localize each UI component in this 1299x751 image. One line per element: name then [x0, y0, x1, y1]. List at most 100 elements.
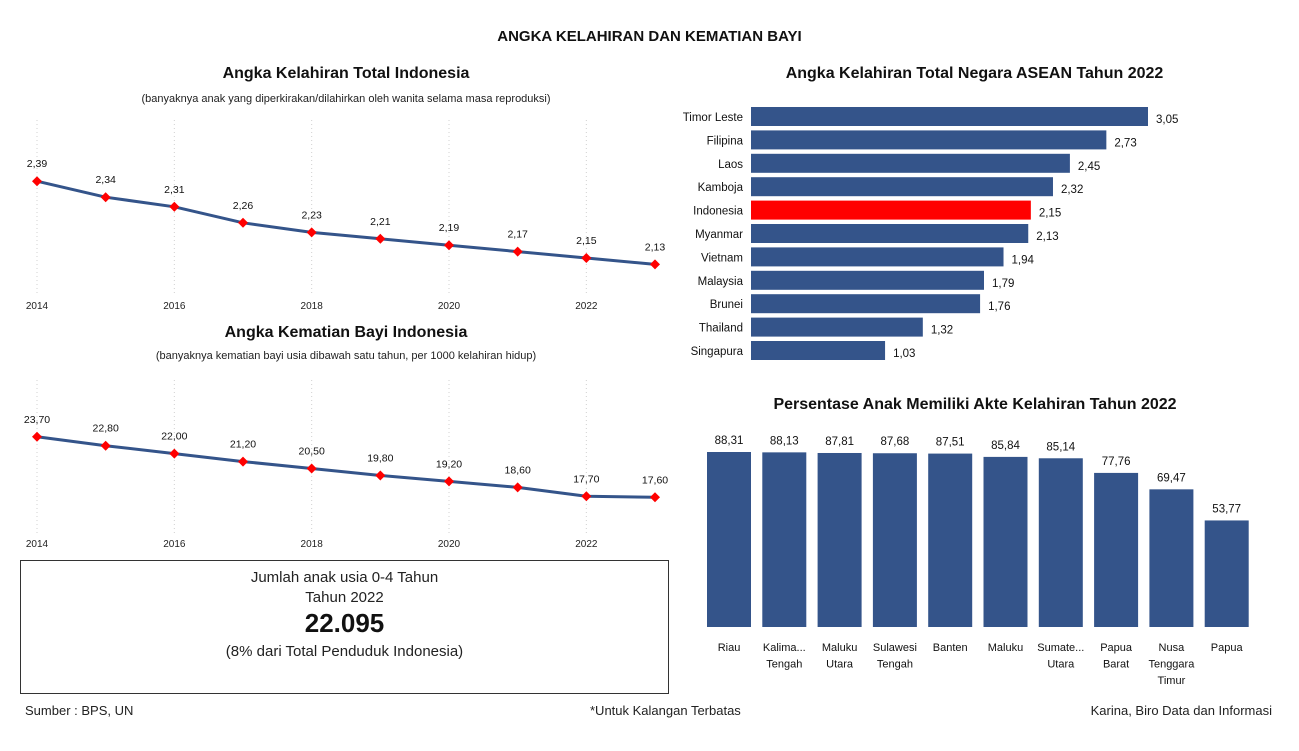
category-label: Vietnam	[701, 252, 743, 264]
bar	[751, 130, 1107, 150]
data-label: 85,14	[1046, 441, 1075, 453]
category-label: Banten	[933, 642, 968, 654]
data-label: 88,31	[715, 435, 744, 447]
data-point-marker	[375, 233, 386, 244]
footer-source: Sumber : BPS, UN	[25, 703, 134, 718]
x-tick-label: 2018	[301, 301, 324, 312]
data-point-marker	[32, 431, 42, 442]
data-point-marker	[100, 440, 111, 451]
bar	[751, 107, 1148, 126]
category-label: Tengah	[766, 659, 802, 671]
category-label: Timur	[1158, 675, 1186, 687]
data-label: 53,77	[1212, 503, 1241, 515]
category-label: Indonesia	[693, 206, 743, 218]
x-tick-label: 2020	[438, 301, 461, 312]
bar	[751, 224, 1029, 243]
category-label: Maluku	[988, 642, 1023, 654]
data-label: 1,03	[893, 348, 915, 360]
summary-box: Jumlah anak usia 0-4 Tahun Tahun 2022 22…	[20, 560, 669, 694]
bar	[751, 341, 886, 360]
data-label: 17,70	[573, 473, 599, 485]
x-tick-label: 2016	[163, 301, 186, 312]
category-label: Barat	[1103, 659, 1129, 671]
data-label: 2,15	[1039, 208, 1061, 220]
data-label: 2,26	[233, 200, 254, 212]
data-label: 2,21	[370, 216, 391, 228]
x-tick-label: 2016	[163, 539, 186, 550]
data-label: 21,20	[230, 439, 256, 451]
data-label: 22,00	[161, 431, 187, 443]
data-label: 2,23	[301, 209, 322, 221]
bar	[872, 453, 917, 627]
footer-author: Karina, Biro Data dan Informasi	[1090, 703, 1272, 718]
bar	[751, 317, 923, 337]
data-label: 87,51	[936, 437, 965, 449]
data-label: 69,47	[1157, 472, 1186, 484]
x-tick-label: 2014	[26, 301, 49, 312]
category-label: Sulawesi	[873, 642, 917, 654]
summary-line2: Tahun 2022	[305, 589, 384, 606]
category-label: Kamboja	[698, 182, 744, 194]
akte-chart-title: Persentase Anak Memiliki Akte Kelahiran …	[773, 396, 1177, 413]
data-label: 1,79	[992, 278, 1014, 290]
bar	[1149, 489, 1194, 627]
data-label: 20,50	[299, 446, 325, 458]
bar	[751, 270, 984, 290]
bar	[751, 247, 1004, 267]
category-label: Timor Leste	[683, 112, 743, 124]
data-label: 2,17	[507, 229, 528, 241]
bar	[762, 452, 807, 627]
data-label: 2,31	[164, 184, 185, 196]
category-label: Malaysia	[698, 276, 744, 288]
category-label: Riau	[718, 642, 741, 654]
data-label: 2,19	[439, 222, 460, 234]
bar	[1094, 472, 1139, 627]
category-label: Papua	[1211, 642, 1244, 654]
main-title: ANGKA KELAHIRAN DAN KEMATIAN BAYI	[497, 28, 802, 45]
category-label: Utara	[826, 659, 854, 671]
data-label: 2,34	[95, 174, 116, 186]
data-label: 19,80	[367, 452, 393, 464]
category-label: Papua	[1100, 642, 1133, 654]
data-label: 85,84	[991, 440, 1020, 452]
data-label: 3,05	[1156, 114, 1178, 126]
x-tick-label: 2018	[301, 539, 324, 550]
data-label: 2,13	[645, 241, 666, 253]
data-point-marker	[32, 176, 42, 187]
category-label: Maluku	[822, 642, 857, 654]
data-label: 77,76	[1102, 456, 1131, 468]
data-point-marker	[581, 253, 592, 263]
asean-bar-chart: Timor Leste 3,05 Filipina 2,73 Laos 2,45 Kambo…	[683, 107, 1178, 360]
data-point-marker	[444, 476, 454, 487]
data-label: 2,39	[27, 158, 48, 170]
data-label: 18,60	[505, 464, 531, 476]
bar-highlight	[751, 200, 1031, 220]
data-label: 87,81	[825, 436, 854, 448]
category-label: Brunei	[710, 299, 743, 311]
data-point-marker	[375, 470, 386, 481]
category-label: Sumate...	[1037, 642, 1084, 654]
data-point-marker	[169, 201, 180, 212]
summary-value: 22.095	[304, 608, 385, 638]
data-point-marker	[238, 456, 248, 467]
bar	[817, 452, 862, 627]
data-point-marker	[100, 192, 111, 203]
data-point-marker	[238, 217, 248, 228]
bar	[707, 452, 751, 627]
data-point-marker	[306, 227, 317, 238]
bar	[1038, 458, 1083, 627]
tfr-line-chart: 2014 2016 2018 2020 2022 2,39 2,34 2,31 2,26 2,23…	[26, 120, 666, 312]
bar	[751, 294, 981, 314]
bar	[1204, 520, 1249, 627]
category-label: Filipina	[707, 135, 744, 147]
data-label: 2,32	[1061, 184, 1083, 196]
summary-note: (8% dari Total Penduduk Indonesia)	[225, 643, 464, 660]
data-label: 1,94	[1012, 254, 1035, 266]
data-point-marker	[581, 491, 592, 502]
x-tick-label: 2022	[575, 301, 598, 312]
data-label: 1,76	[988, 301, 1010, 313]
series-line	[36, 179, 656, 266]
imr-chart-title: Angka Kematian Bayi Indonesia	[224, 324, 468, 341]
data-point-marker	[650, 492, 660, 503]
imr-line-chart: 2014 2016 2018 2020 2022 23,70 22,80 22,00 21,20…	[24, 380, 668, 550]
